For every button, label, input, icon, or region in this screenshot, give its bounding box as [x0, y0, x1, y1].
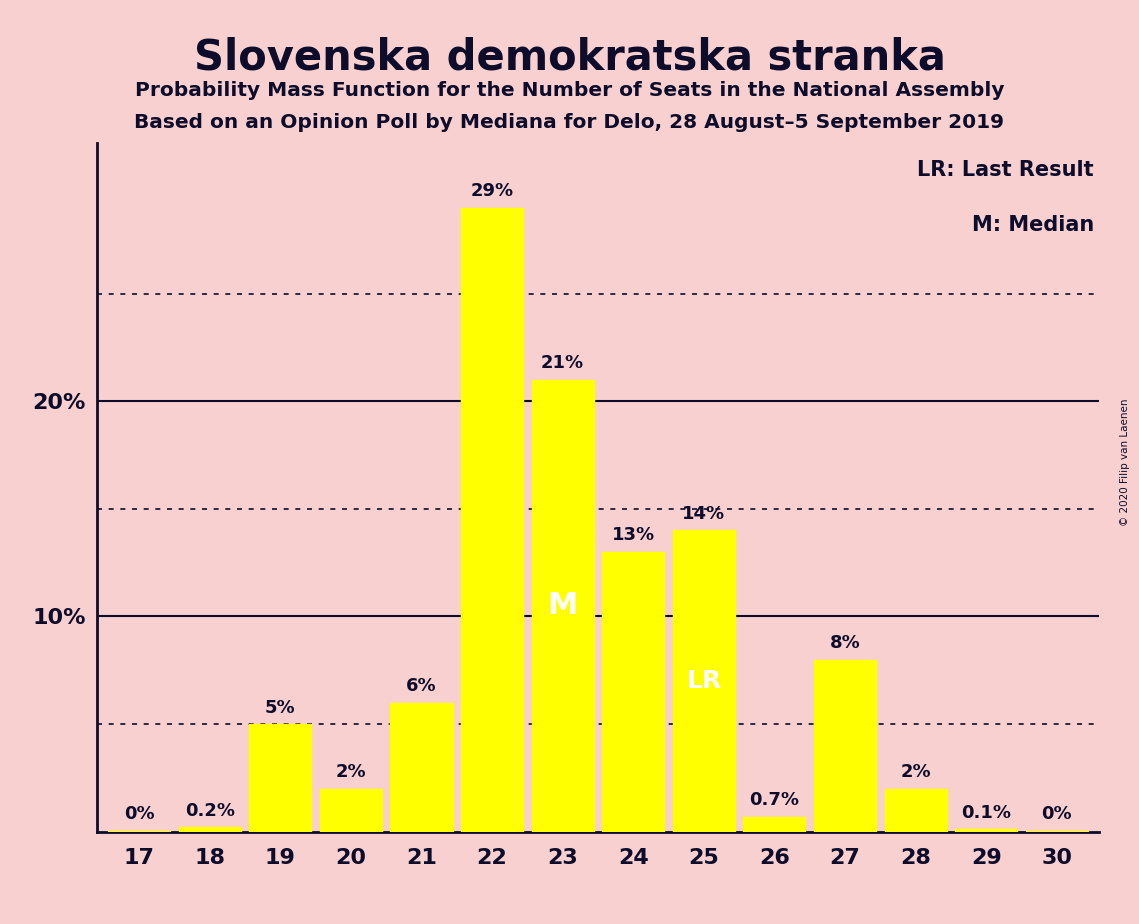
Text: LR: LR — [687, 669, 721, 693]
Text: Probability Mass Function for the Number of Seats in the National Assembly: Probability Mass Function for the Number… — [134, 81, 1005, 101]
Bar — [391, 702, 452, 832]
Text: Based on an Opinion Poll by Mediana for Delo, 28 August–5 September 2019: Based on an Opinion Poll by Mediana for … — [134, 113, 1005, 132]
Bar — [179, 827, 240, 832]
Text: 8%: 8% — [829, 634, 860, 652]
Bar — [673, 530, 735, 832]
Text: 0.1%: 0.1% — [961, 804, 1011, 822]
Bar — [885, 788, 947, 832]
Text: 2%: 2% — [900, 763, 931, 781]
Text: 6%: 6% — [407, 677, 437, 695]
Text: 14%: 14% — [682, 505, 726, 523]
Bar — [814, 660, 876, 832]
Text: Slovenska demokratska stranka: Slovenska demokratska stranka — [194, 37, 945, 79]
Text: 29%: 29% — [470, 182, 514, 201]
Text: 5%: 5% — [265, 699, 296, 716]
Text: 0%: 0% — [124, 805, 155, 823]
Bar — [532, 380, 593, 832]
Text: M: M — [548, 591, 577, 620]
Bar — [744, 817, 805, 832]
Text: 0.2%: 0.2% — [185, 802, 235, 820]
Text: 0.7%: 0.7% — [749, 791, 800, 809]
Bar — [603, 552, 664, 832]
Bar — [461, 208, 523, 832]
Bar — [108, 831, 170, 832]
Text: 0%: 0% — [1041, 805, 1072, 823]
Text: LR: Last Result: LR: Last Result — [918, 161, 1095, 180]
Text: 21%: 21% — [541, 354, 584, 372]
Text: 2%: 2% — [336, 763, 367, 781]
Bar — [320, 788, 382, 832]
Text: M: Median: M: Median — [972, 215, 1095, 236]
Text: 13%: 13% — [612, 527, 655, 544]
Bar — [1026, 831, 1088, 832]
Bar — [249, 724, 311, 832]
Bar — [956, 830, 1017, 832]
Text: © 2020 Filip van Laenen: © 2020 Filip van Laenen — [1121, 398, 1130, 526]
